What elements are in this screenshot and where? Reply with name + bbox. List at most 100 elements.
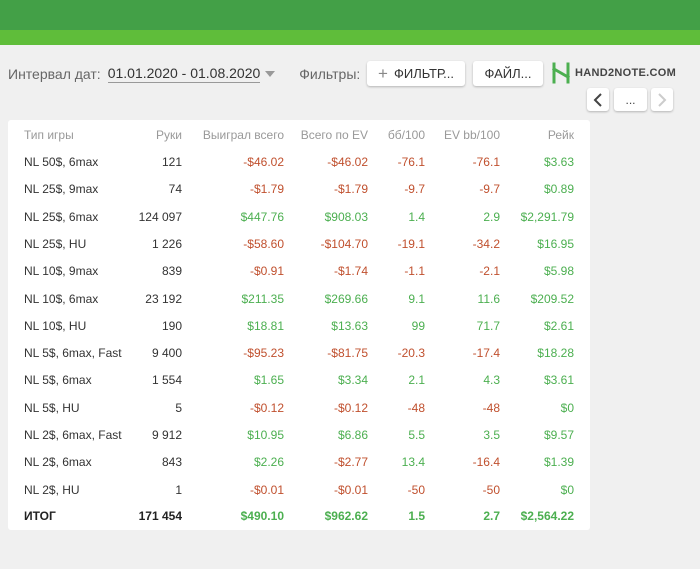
cell-game-type: NL 5$, 6max [24, 373, 92, 388]
cell-ev-total: -$1.79 [333, 182, 368, 197]
cell-ev-bb100: -34.2 [472, 236, 500, 251]
cell-ev-bb100: -9.7 [479, 182, 500, 197]
column-header-ev-bb100[interactable]: EV bb/100 [443, 128, 500, 142]
cell-ev-total: $962.62 [324, 509, 368, 523]
cell-game-type: ИТОГ [24, 509, 56, 523]
cell-won-total: -$0.91 [249, 264, 284, 279]
cell-hands: 843 [161, 455, 182, 470]
app-header-accent-bar [0, 30, 700, 45]
cell-bb100: -50 [407, 482, 425, 497]
cell-rake: $2.61 [543, 318, 574, 333]
table-row[interactable]: NL 2$, HU 1 -$0.01 -$0.01 -50 -50 $0 [8, 477, 590, 504]
cell-won-total: -$58.60 [243, 236, 284, 251]
cell-bb100: 5.5 [408, 428, 425, 442]
cell-bb100: -9.7 [404, 182, 425, 197]
cell-hands: 9 400 [151, 346, 182, 361]
cell-bb100: 2.1 [408, 373, 425, 388]
previous-page-button[interactable] [587, 88, 609, 111]
cell-ev-total: -$0.12 [333, 400, 368, 415]
cell-ev-bb100: 2.9 [483, 209, 500, 224]
add-filter-button[interactable]: + ФИЛЬТР... [367, 61, 465, 86]
cell-rake: $2,291.79 [520, 209, 574, 224]
cell-rake: $3.63 [543, 155, 574, 169]
chevron-right-icon [658, 92, 667, 107]
cell-game-type: NL 10$, 9max [24, 264, 99, 279]
table-row[interactable]: NL 25$, 6max 124 097 $447.76 $908.03 1.4 2.9 $… [8, 204, 590, 231]
cell-won-total: -$1.79 [249, 182, 284, 197]
chevron-left-icon [593, 92, 602, 107]
cell-rake: $3.61 [543, 373, 574, 388]
cell-bb100: -20.3 [397, 346, 425, 361]
cell-won-total: $2.26 [253, 455, 284, 470]
cell-won-total: $447.76 [240, 209, 284, 224]
cell-ev-total: -$0.01 [333, 482, 368, 497]
cell-game-type: NL 25$, 6max [24, 209, 99, 224]
table-row[interactable]: NL 5$, HU 5 -$0.12 -$0.12 -48 -48 $0 [8, 395, 590, 422]
cell-bb100: 1.4 [408, 209, 425, 224]
cell-rake: $16.95 [537, 236, 574, 251]
cell-ev-bb100: -16.4 [472, 455, 500, 470]
cell-ev-bb100: 2.7 [483, 509, 500, 523]
table-row[interactable]: NL 2$, 6max 843 $2.26 -$2.77 13.4 -16.4 $1.39 [8, 449, 590, 476]
cell-game-type: NL 50$, 6max [24, 155, 99, 169]
table-row[interactable]: NL 10$, HU 190 $18.81 $13.63 99 71.7 $2.61 [8, 313, 590, 340]
cell-hands: 1 554 [151, 373, 182, 388]
cell-game-type: NL 25$, HU [24, 236, 87, 251]
cell-won-total: -$95.23 [243, 346, 284, 361]
column-header-bb100[interactable]: бб/100 [387, 128, 425, 142]
column-header-won-total[interactable]: Выиграл всего [202, 128, 284, 142]
cell-ev-bb100: -48 [482, 400, 500, 415]
cell-rake: $9.57 [543, 428, 574, 442]
cell-hands: 1 226 [151, 236, 182, 251]
table-row[interactable]: NL 10$, 6max 23 192 $211.35 $269.66 9.1 11.6 $… [8, 286, 590, 313]
plus-icon: + [378, 64, 388, 83]
cell-game-type: NL 2$, 6max [24, 455, 92, 470]
table-total-row[interactable]: ИТОГ 171 454 $490.10 $962.62 1.5 2.7 $2,564.22 [8, 503, 590, 530]
cell-ev-total: $6.86 [337, 428, 368, 442]
table-row[interactable]: NL 25$, 9max 74 -$1.79 -$1.79 -9.7 -9.7 $0.89 [8, 176, 590, 203]
cell-ev-total: -$2.77 [333, 455, 368, 470]
cell-ev-bb100: 11.6 [477, 291, 500, 306]
cell-bb100: -48 [407, 400, 425, 415]
cell-rake: $18.28 [537, 346, 574, 361]
more-pages-button[interactable]: ... [614, 88, 647, 111]
cell-hands: 9 912 [151, 428, 182, 442]
table-row[interactable]: NL 25$, HU 1 226 -$58.60 -$104.70 -19.1 -34.2… [8, 231, 590, 258]
file-button[interactable]: ФАЙЛ... [473, 61, 543, 86]
cell-ev-total: -$46.02 [327, 155, 368, 169]
table-row[interactable]: NL 10$, 9max 839 -$0.91 -$1.74 -1.1 -2.1 $5.98 [8, 258, 590, 285]
table-row[interactable]: NL 2$, 6max, Fast 9 912 $10.95 $6.86 5.5 3.5 $… [8, 422, 590, 449]
cell-ev-bb100: -50 [482, 482, 500, 497]
cell-rake: $1.39 [543, 455, 574, 470]
cell-bb100: -76.1 [397, 155, 425, 169]
cell-hands: 124 097 [138, 209, 182, 224]
column-header-hands[interactable]: Руки [156, 128, 182, 142]
column-header-rake[interactable]: Рейк [547, 128, 574, 142]
cell-rake: $0.89 [543, 182, 574, 197]
table-row[interactable]: NL 5$, 6max 1 554 $1.65 $3.34 2.1 4.3 $3.61 [8, 367, 590, 394]
cell-bb100: -19.1 [397, 236, 425, 251]
cell-won-total: -$46.02 [243, 155, 284, 169]
table-row[interactable]: NL 50$, 6max 121 -$46.02 -$46.02 -76.1 -76.1 $… [8, 149, 590, 176]
next-page-button[interactable] [651, 88, 673, 111]
filter-toolbar: Интервал дат: 01.01.2020 - 01.08.2020 Фи… [8, 60, 360, 88]
caret-down-icon[interactable] [265, 71, 276, 77]
cell-won-total: $1.65 [253, 373, 284, 388]
cell-ev-total: -$1.74 [333, 264, 368, 279]
cell-won-total: $10.95 [247, 428, 284, 442]
cell-hands: 1 [175, 482, 182, 497]
cell-hands: 171 454 [138, 509, 182, 523]
cell-game-type: NL 5$, HU [24, 400, 80, 415]
table-header-row: Тип игры Руки Выиграл всего Всего по EV … [8, 120, 590, 147]
column-header-game-type[interactable]: Тип игры [24, 128, 74, 142]
cell-bb100: 99 [411, 318, 425, 333]
cell-ev-bb100: 4.3 [483, 373, 500, 388]
hand2note-logo-text: HAND2NOTE.COM [575, 67, 677, 79]
cell-hands: 839 [161, 264, 182, 279]
add-filter-label: ФИЛЬТР... [393, 66, 454, 81]
table-row[interactable]: NL 5$, 6max, Fast 9 400 -$95.23 -$81.75 -20.… [8, 340, 590, 367]
cell-ev-bb100: -2.1 [479, 264, 500, 279]
hand2note-logo-icon [551, 62, 571, 84]
date-interval-dropdown[interactable]: 01.01.2020 - 01.08.2020 [107, 65, 261, 83]
column-header-ev-total[interactable]: Всего по EV [300, 128, 368, 142]
